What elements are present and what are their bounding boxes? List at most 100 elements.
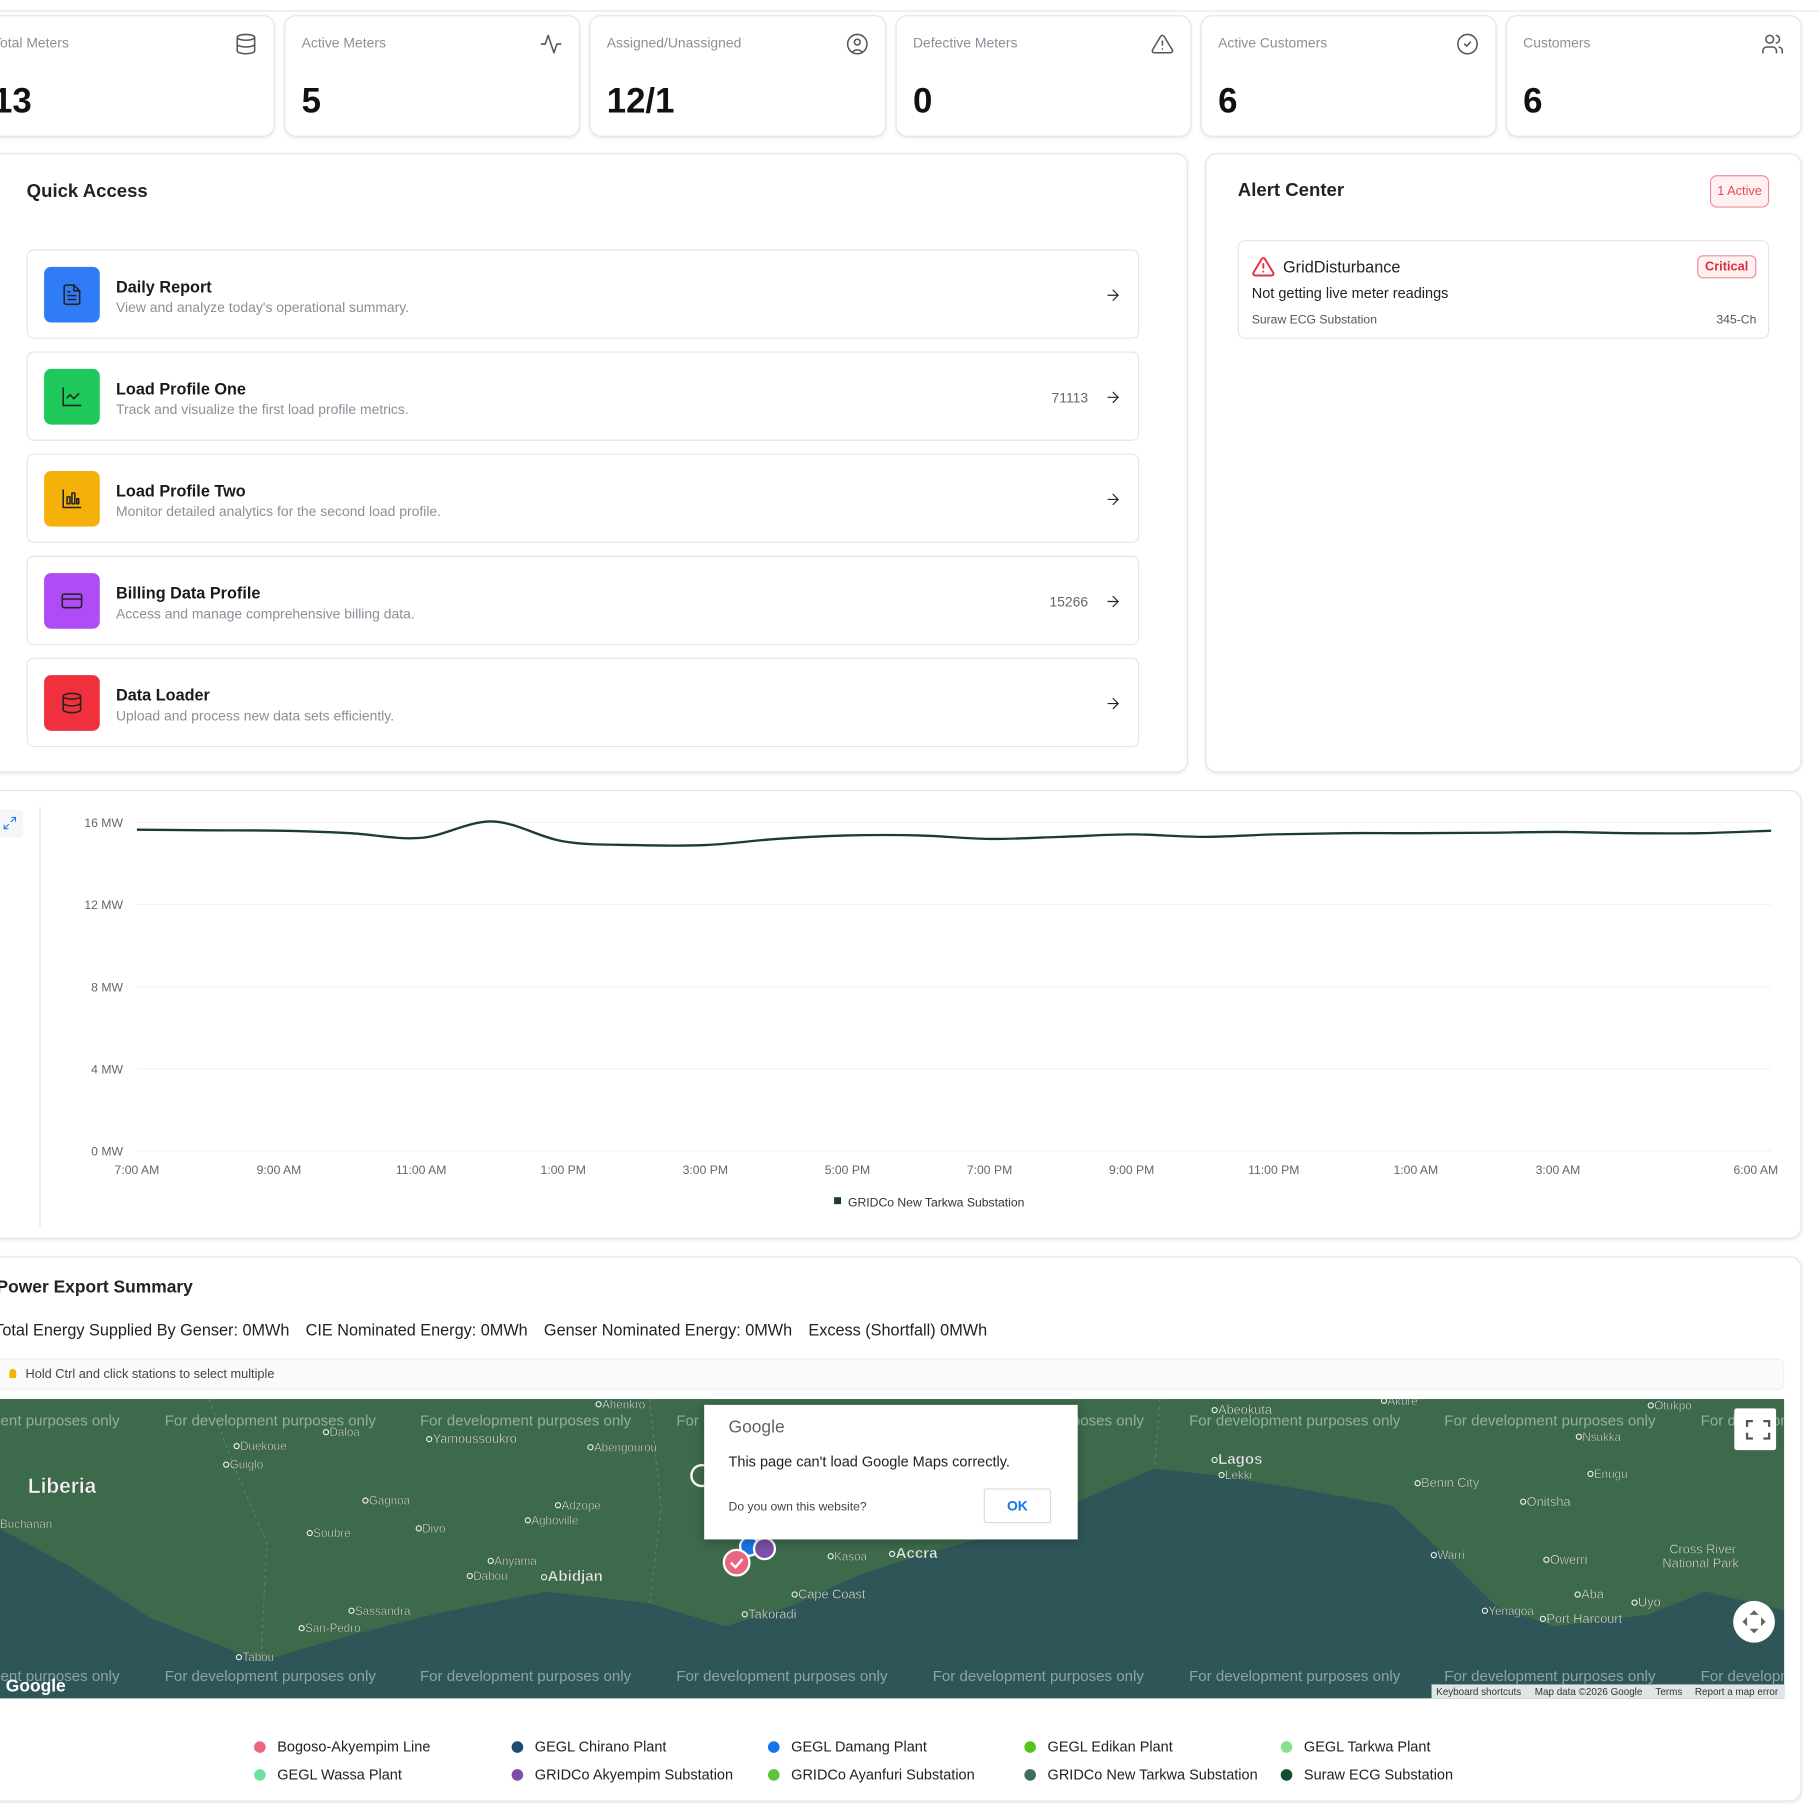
quick-access-item[interactable]: Data Loader Upload and process new data s… <box>26 657 1140 748</box>
y-tick-label: 12 MW <box>84 898 123 912</box>
quick-access-item[interactable]: Load Profile Two Monitor detailed analyti… <box>26 453 1140 543</box>
city-dot <box>1520 1498 1527 1505</box>
city-dot <box>1481 1607 1489 1614</box>
icon-part <box>62 489 82 509</box>
map-label: Takoradi <box>748 1606 796 1621</box>
map-label: Abengourou <box>594 1441 657 1454</box>
item-count: 71113 <box>1051 389 1089 407</box>
map-label: San-Pedro <box>305 1622 360 1635</box>
map-label: Sassandra <box>355 1605 411 1618</box>
x-tick-label: 11:00 AM <box>396 1163 447 1177</box>
map-footer-link[interactable]: Map data ©2026 Google <box>1535 1687 1643 1698</box>
x-tick-label: 9:00 PM <box>1109 1163 1154 1177</box>
watermark: For development purposes only <box>420 1413 632 1430</box>
metric: Total Energy Supplied By Genser: 0MWh <box>0 1320 290 1339</box>
icon-part <box>10 816 17 823</box>
city-dot <box>223 1461 230 1468</box>
metrics-row: Total Energy Supplied By Genser: 0MWh CIE… <box>0 1320 987 1339</box>
arrow-icon <box>1107 595 1119 608</box>
alert-station: Suraw ECG Substation <box>1251 313 1377 328</box>
x-tick-label: 5:00 PM <box>825 1163 870 1177</box>
icon-part <box>63 284 81 306</box>
watermark: For development purposes only <box>1189 1413 1401 1430</box>
map-label: Warri <box>1437 1549 1464 1562</box>
city-dot <box>524 1517 531 1524</box>
city-dot <box>1211 1456 1218 1464</box>
item-icon <box>62 387 82 407</box>
legend-dot <box>511 1741 524 1753</box>
item-description: Access and manage comprehensive billing … <box>116 605 415 622</box>
marker-check <box>730 1558 744 1569</box>
map-footer-link[interactable]: Report a map error <box>1695 1687 1779 1698</box>
expand-button[interactable] <box>0 809 24 838</box>
city-dot <box>362 1497 369 1504</box>
stat-icon <box>1151 34 1174 54</box>
legend-label: GRIDCo New Tarkwa Substation <box>848 1195 1024 1209</box>
legend-dot <box>511 1769 524 1781</box>
stat-label: Assigned/Unassigned <box>606 34 742 52</box>
x-tick-label: 3:00 PM <box>683 1163 728 1177</box>
y-tick-label: 16 MW <box>84 816 123 830</box>
map-label: Owerri <box>1550 1552 1588 1567</box>
hint-text: Hold Ctrl and click stations to select m… <box>25 1367 275 1382</box>
map-label: Anyama <box>494 1555 537 1568</box>
icon-part <box>1112 391 1119 403</box>
y-tick-label: 4 MW <box>91 1062 123 1076</box>
chart-divider <box>39 806 41 1228</box>
city-dot <box>1574 1591 1581 1598</box>
x-tick-label: 9:00 AM <box>257 1163 302 1177</box>
map-ocean <box>0 1468 1785 1699</box>
x-tick-label: 7:00 PM <box>967 1163 1012 1177</box>
quick-access-item[interactable]: Daily Report View and analyze today's ope… <box>26 249 1140 339</box>
watermark: For development purposes only <box>1444 1668 1656 1685</box>
icon-part <box>540 34 562 54</box>
quick-access-item[interactable]: Billing Data Profile Access and manage co… <box>26 555 1140 646</box>
header-edge <box>0 0 1819 12</box>
map-label: Dabou <box>473 1570 507 1583</box>
stat-label: Active Meters <box>301 34 386 52</box>
dialog-title: Google <box>728 1417 785 1438</box>
city-dot <box>306 1529 313 1537</box>
city-dot <box>415 1525 422 1532</box>
quick-access-item[interactable]: Load Profile One Track and visualize the … <box>26 351 1140 441</box>
map-label: Akure <box>1387 1399 1417 1408</box>
map-label: Onitsha <box>1527 1494 1572 1509</box>
alert-message: Not getting live meter readings <box>1251 285 1449 302</box>
city-dot <box>595 1401 602 1408</box>
camera-control[interactable] <box>1733 1600 1775 1643</box>
stat-card: Assigned/Unassigned 12/1 <box>589 15 887 137</box>
map-label: Adzope <box>561 1499 600 1512</box>
icon-part <box>73 284 81 292</box>
item-title: Load Profile One <box>116 379 246 398</box>
city-dot <box>298 1625 305 1632</box>
stat-card: Active Customers 6 <box>1200 15 1497 137</box>
map-label: Buchanan <box>0 1518 52 1531</box>
map-footer <box>1431 1684 1785 1699</box>
legend-label: GRIDCo Ayanfuri Substation <box>791 1766 975 1784</box>
city-dot <box>587 1444 594 1451</box>
icon-part <box>236 33 256 41</box>
stat-label: Active Customers <box>1218 34 1328 52</box>
icon-part <box>62 692 82 700</box>
legend-dot <box>767 1741 780 1753</box>
ok-button[interactable]: OK <box>983 1488 1052 1524</box>
city-dot <box>348 1607 355 1614</box>
legend-label: GEGL Wassa Plant <box>277 1766 402 1784</box>
stat-icon <box>1762 34 1784 54</box>
map-footer-link[interactable]: Keyboard shortcuts <box>1436 1687 1521 1698</box>
icon-part <box>71 492 76 505</box>
map-label: Otukpo <box>1654 1399 1691 1412</box>
item-icon-bg <box>44 675 100 731</box>
fullscreen-button[interactable] <box>1734 1408 1777 1451</box>
stat-icon <box>236 33 256 55</box>
map-label: Ahenkro <box>602 1399 645 1411</box>
map-footer-link[interactable]: Terms <box>1655 1687 1682 1698</box>
item-description: Monitor detailed analytics for the secon… <box>116 503 442 520</box>
bulb-icon <box>9 1368 17 1379</box>
arrow-icon <box>1107 289 1119 301</box>
item-title: Daily Report <box>116 277 212 296</box>
stat-label: Customers <box>1523 34 1591 52</box>
alert-type: GridDisturbance <box>1283 257 1401 277</box>
city-dot <box>233 1442 240 1450</box>
watermark: For development purposes only <box>1189 1668 1401 1685</box>
